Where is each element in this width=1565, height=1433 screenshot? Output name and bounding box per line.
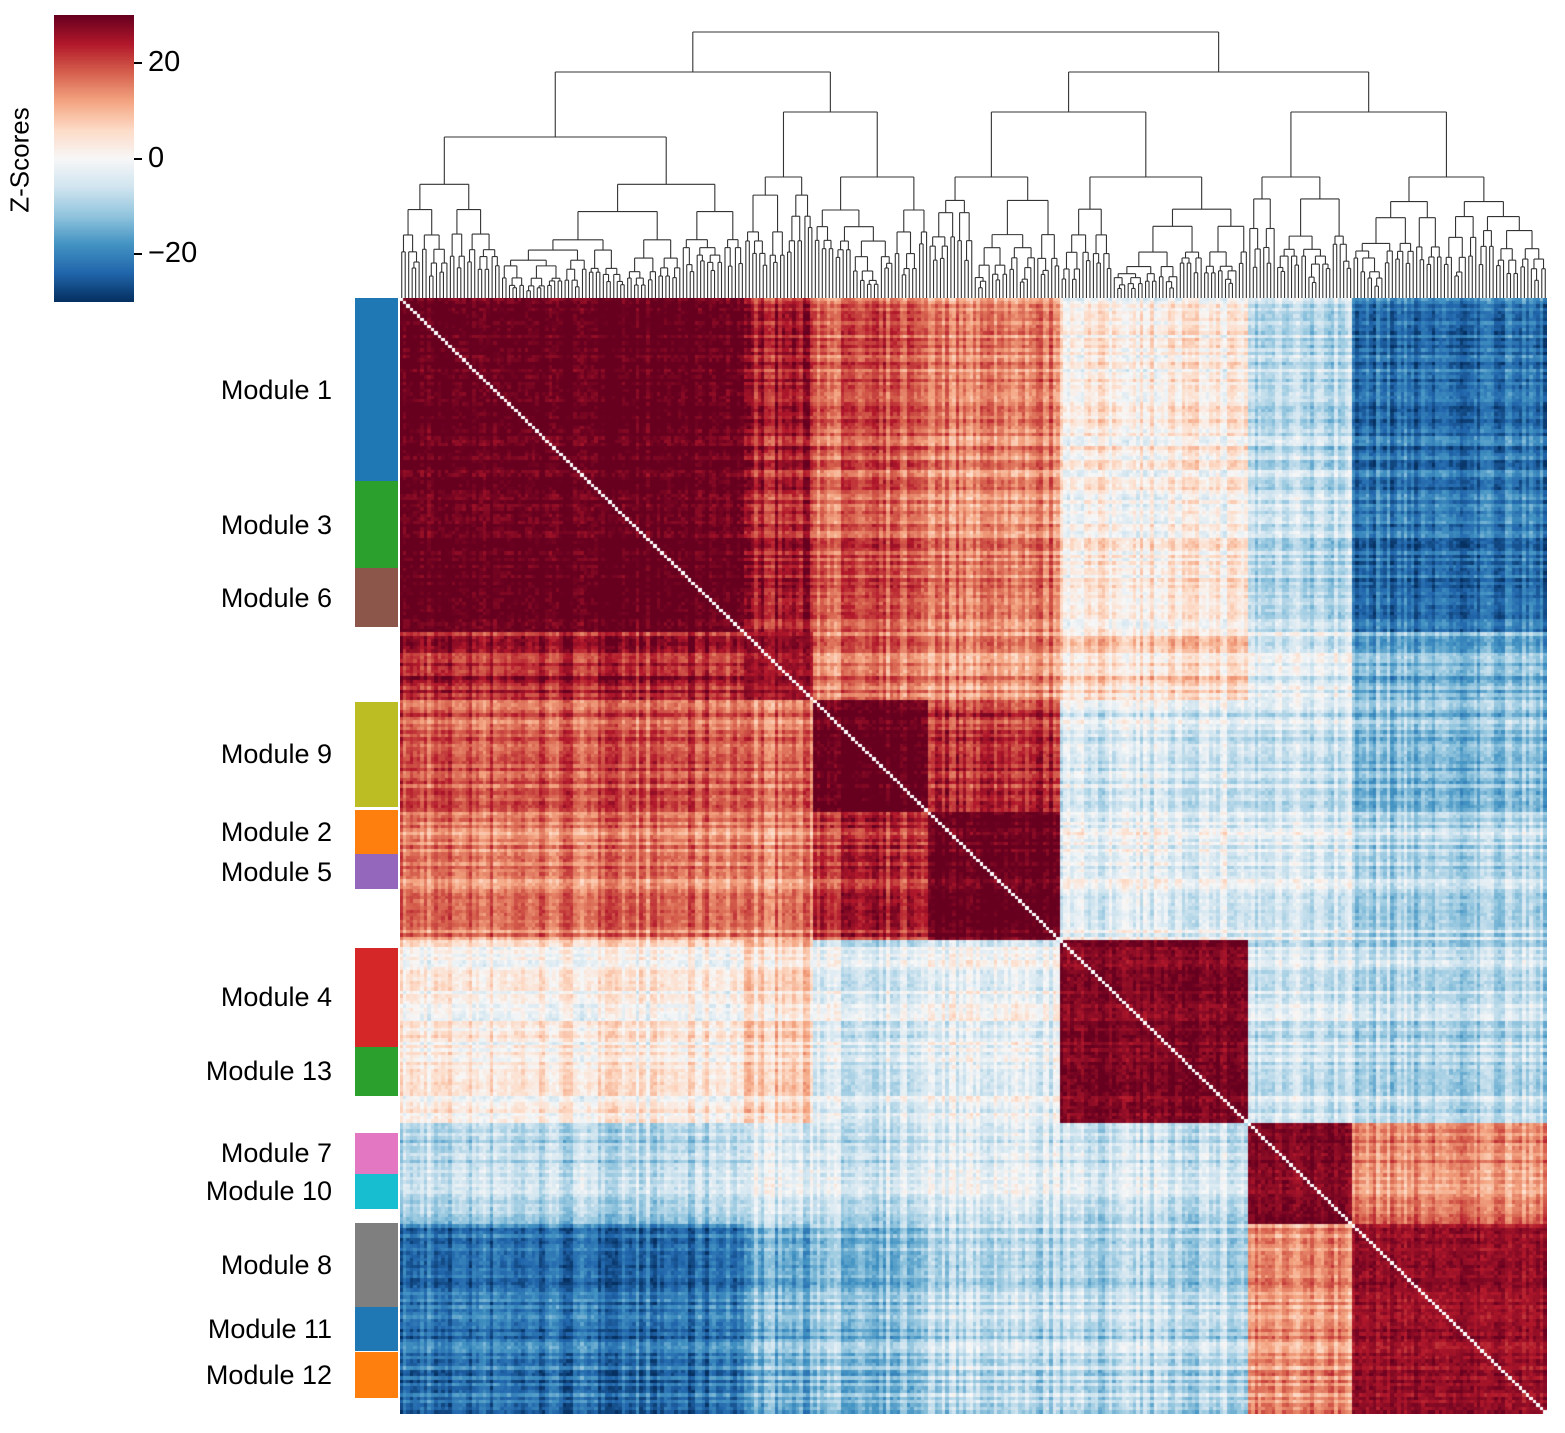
module-color-block [355, 298, 398, 482]
module-color-block [355, 1223, 398, 1307]
module-label: Module 9 [220, 739, 332, 770]
module-label: Module 2 [220, 817, 332, 847]
module-color-bar [355, 298, 398, 1414]
module-label: Module 4 [220, 982, 332, 1013]
module-label: Module 10 [205, 1176, 332, 1207]
colorbar [54, 15, 134, 302]
correlation-heatmap [400, 298, 1547, 1414]
module-color-block [355, 568, 398, 628]
colorbar-tick [134, 157, 142, 160]
module-color-block [355, 1351, 398, 1399]
colorbar-tick-label: 0 [148, 141, 165, 174]
colorbar-tick [134, 253, 142, 256]
module-color-block [355, 1306, 398, 1352]
module-color-block [355, 481, 398, 569]
module-label: Module 8 [220, 1250, 332, 1280]
module-label: Module 6 [220, 582, 332, 613]
module-label: Module 12 [205, 1359, 332, 1390]
module-label: Module 5 [220, 856, 332, 887]
module-color-block [355, 1046, 398, 1096]
module-label: Module 11 [207, 1314, 332, 1345]
colorbar-tick-label: 20 [148, 45, 181, 78]
module-color-block [355, 701, 398, 807]
module-color-block [355, 810, 398, 854]
module-label: Module 7 [220, 1138, 332, 1169]
colorbar-title: Z-Scores [4, 107, 35, 213]
colorbar-tick [134, 61, 142, 64]
module-color-block [355, 1132, 398, 1175]
column-dendrogram [401, 31, 1546, 300]
module-label: Module 13 [205, 1056, 332, 1087]
module-label: Module 3 [220, 509, 332, 540]
module-label: Module 1 [220, 374, 332, 405]
module-color-block [355, 853, 398, 890]
module-color-block [355, 947, 398, 1047]
module-color-block [355, 1174, 398, 1209]
colorbar-tick-label: −20 [148, 237, 198, 270]
